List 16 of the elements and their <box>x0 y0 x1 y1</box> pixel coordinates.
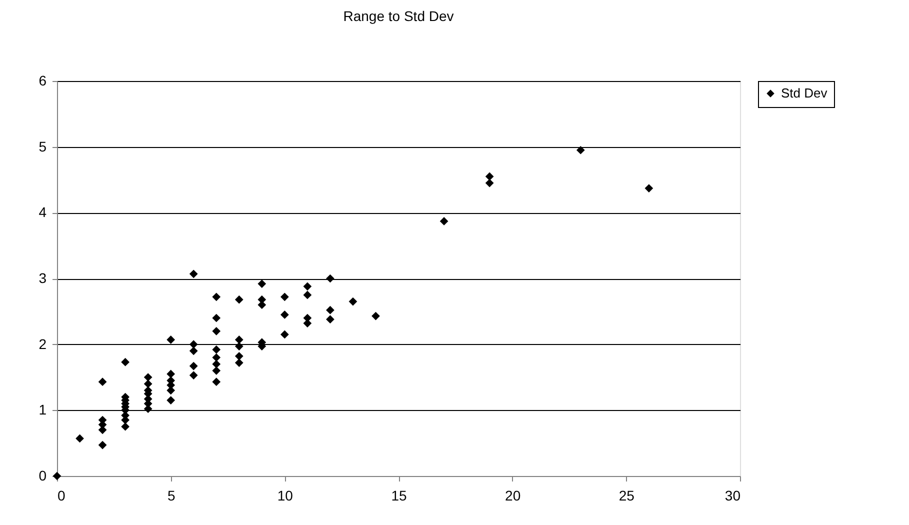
x-tick-label: 20 <box>505 488 521 504</box>
y-tick-label: 2 <box>38 336 47 352</box>
x-tick-label: 15 <box>391 488 407 504</box>
y-tick-label: 0 <box>38 468 47 484</box>
y-tick-label: 4 <box>38 204 47 220</box>
y-tick-label: 3 <box>38 270 47 286</box>
y-tick-label: 6 <box>38 72 47 88</box>
x-tick-label: 0 <box>58 488 66 504</box>
y-tick-label: 5 <box>38 138 47 154</box>
chart-title: Range to Std Dev <box>343 8 454 24</box>
legend-label: Std Dev <box>781 86 828 100</box>
y-tick-label: 1 <box>38 402 47 418</box>
x-tick-label: 5 <box>167 488 176 504</box>
x-tick-label: 25 <box>618 488 635 504</box>
x-tick-label: 30 <box>724 488 741 504</box>
x-tick-label: 10 <box>277 488 294 504</box>
